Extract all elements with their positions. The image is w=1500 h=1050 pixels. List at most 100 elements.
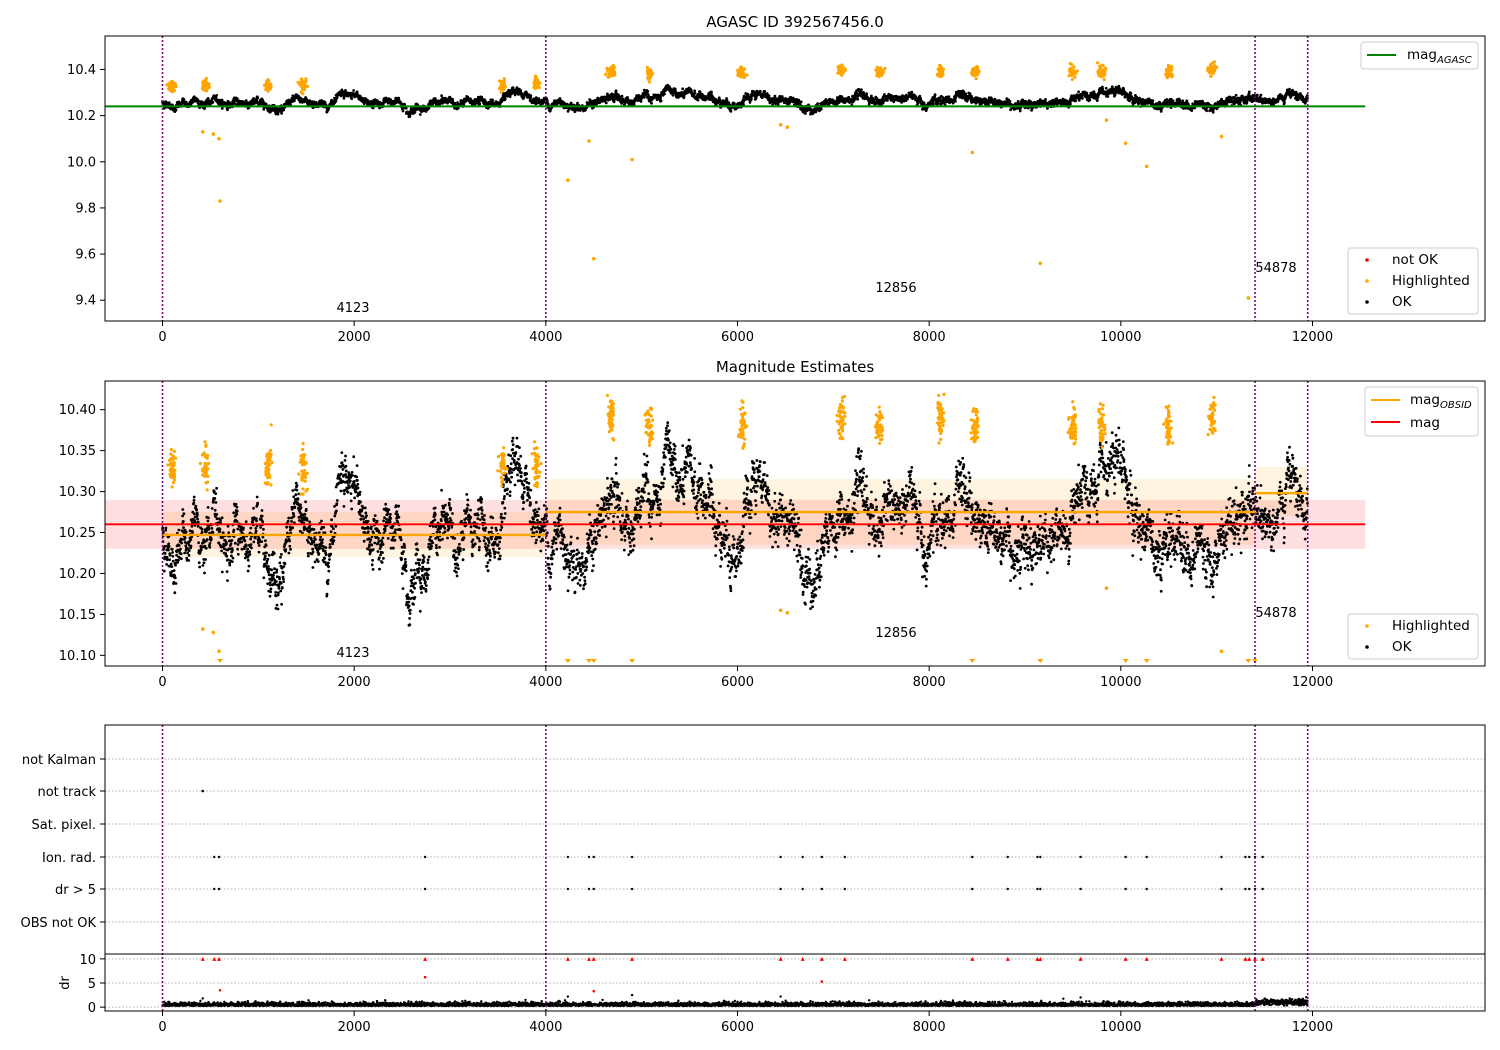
ok-point	[513, 93, 517, 97]
ok-point	[1247, 90, 1251, 94]
ok-point	[650, 101, 653, 105]
ok-point	[936, 102, 940, 105]
ok-point	[335, 95, 339, 99]
ok-point	[1095, 99, 1099, 102]
ok-point	[865, 92, 868, 95]
ok-point	[1283, 101, 1286, 105]
ok-point	[323, 100, 327, 104]
ok-point	[1211, 110, 1215, 114]
ok-point	[211, 100, 215, 104]
ok-point	[167, 101, 171, 105]
ok-point	[612, 100, 616, 104]
ok-point	[1018, 109, 1022, 113]
ok-point	[1151, 99, 1155, 102]
ok-point	[916, 101, 920, 105]
ok-point	[1288, 87, 1291, 91]
ok-point	[620, 94, 624, 98]
ok-point	[632, 102, 636, 106]
ok-point	[235, 97, 239, 101]
ok-point	[1085, 91, 1089, 95]
ok-point	[773, 94, 777, 98]
ok-point	[182, 98, 186, 101]
ok-point	[196, 99, 200, 103]
ok-point	[401, 109, 405, 113]
ok-point	[220, 107, 224, 110]
ok-point	[203, 107, 206, 110]
ok-point	[725, 99, 729, 102]
ok-point	[350, 97, 354, 100]
ok-point	[696, 98, 700, 102]
ok-point	[993, 97, 997, 101]
ok-point	[1044, 98, 1047, 101]
ok-point	[1046, 107, 1049, 110]
ok-point	[750, 97, 753, 101]
ok-point	[256, 96, 259, 100]
ok-point	[215, 94, 219, 97]
ok-point	[276, 112, 280, 116]
ok-point	[1074, 99, 1078, 103]
ok-point	[1160, 108, 1163, 112]
ok-point	[1104, 86, 1108, 90]
ok-point	[748, 101, 752, 104]
ok-point	[546, 103, 550, 106]
ok-point	[804, 112, 807, 115]
ok-point	[491, 98, 495, 102]
ok-point	[646, 90, 650, 93]
ok-point	[1129, 92, 1133, 95]
ok-point	[659, 99, 663, 103]
ok-point	[174, 108, 178, 112]
ok-point	[1190, 109, 1194, 112]
ok-point	[1069, 102, 1072, 106]
ok-point	[529, 94, 533, 98]
ok-point	[964, 92, 968, 96]
ok-point	[816, 102, 819, 105]
ok-point	[1259, 93, 1263, 97]
ok-point	[220, 98, 224, 102]
ok-point	[334, 99, 338, 103]
ok-point	[293, 99, 296, 103]
ok-point	[1088, 98, 1092, 102]
ok-point	[693, 91, 697, 95]
ok-point	[933, 93, 937, 97]
ok-point	[732, 102, 736, 105]
ok-point	[226, 108, 229, 112]
ok-point	[418, 113, 422, 116]
ok-point	[519, 89, 523, 92]
ok-point	[1234, 93, 1238, 97]
ok-point	[280, 112, 283, 115]
ok-point	[1201, 99, 1204, 103]
ok-point	[729, 109, 733, 113]
ok-point	[663, 92, 666, 96]
ok-point	[799, 100, 803, 104]
ok-point	[1255, 93, 1259, 97]
ok-point	[233, 102, 237, 106]
ok-point	[710, 90, 713, 94]
ok-point	[860, 88, 863, 92]
ok-point	[440, 94, 443, 98]
panel-title-agasc: AGASC ID 392567456.0	[706, 13, 884, 31]
ok-point	[352, 89, 356, 92]
ok-point	[604, 101, 608, 105]
ok-point	[681, 87, 685, 91]
ok-point	[671, 93, 675, 97]
ok-point	[819, 107, 823, 111]
ok-point	[922, 101, 926, 105]
ok-point	[1008, 99, 1012, 103]
ok-point	[954, 99, 957, 103]
ok-point	[503, 97, 507, 101]
agasc-panel: AGASC ID 392567456.0 0 2000 4000 6000 8000 10…	[67, 13, 1486, 345]
agasc-points	[161, 60, 1309, 300]
ok-point	[1077, 90, 1080, 94]
ok-point	[856, 97, 860, 101]
ok-point	[282, 108, 286, 112]
ok-point	[763, 90, 767, 93]
ok-point	[244, 99, 248, 102]
ok-point	[910, 90, 914, 94]
ok-point	[639, 100, 643, 103]
ok-point	[1276, 100, 1280, 103]
ok-point	[954, 96, 957, 100]
ok-point	[262, 100, 265, 104]
ok-point	[478, 102, 482, 105]
ok-point	[746, 92, 750, 96]
ok-point	[1113, 93, 1117, 97]
